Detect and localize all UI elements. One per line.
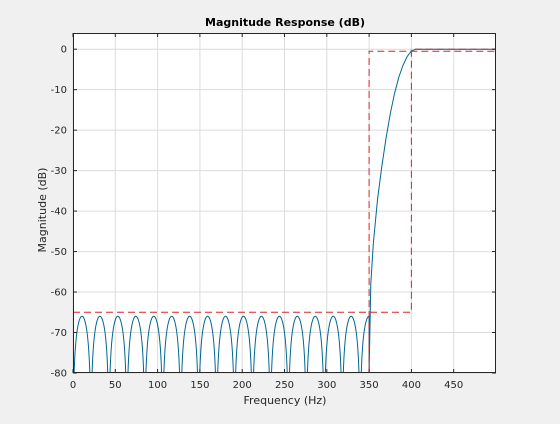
x-tick-label: 200 — [233, 380, 252, 391]
x-tick-label: 50 — [109, 380, 122, 391]
x-tick-label: 150 — [190, 380, 209, 391]
data-layer — [73, 48, 496, 373]
y-tick-label: -20 — [51, 126, 67, 137]
y-tick-label: -80 — [51, 369, 67, 380]
x-tick-label: 400 — [402, 380, 421, 391]
y-tick-label: -50 — [51, 247, 67, 258]
y-tick-label: -60 — [51, 288, 67, 299]
x-tick-label: 100 — [148, 380, 167, 391]
ticks: 0 50 100 150 200 250 300 350 400 450 0 -10 -20 -30 -40… — [51, 33, 496, 391]
y-axis-label: Magnitude (dB) — [36, 168, 49, 253]
series-group — [73, 48, 496, 373]
chart-title: Magnitude Response (dB) — [205, 16, 365, 29]
y-tick-label: -30 — [51, 166, 67, 177]
x-tick-label: 300 — [317, 380, 336, 391]
x-tick-label: 350 — [360, 380, 379, 391]
x-axis-label: Frequency (Hz) — [244, 394, 327, 407]
y-tick-label: -40 — [51, 207, 67, 218]
magnitude-response-line — [73, 48, 496, 373]
y-tick-label: 0 — [61, 45, 67, 56]
x-tick-label: 0 — [70, 380, 76, 391]
x-tick-label: 250 — [275, 380, 294, 391]
spec-mask-line — [368, 50, 496, 373]
y-tick-label: -70 — [51, 328, 67, 339]
y-tick-label: -10 — [51, 85, 67, 96]
spec-mask-line — [73, 48, 496, 313]
x-tick-label: 450 — [444, 380, 463, 391]
